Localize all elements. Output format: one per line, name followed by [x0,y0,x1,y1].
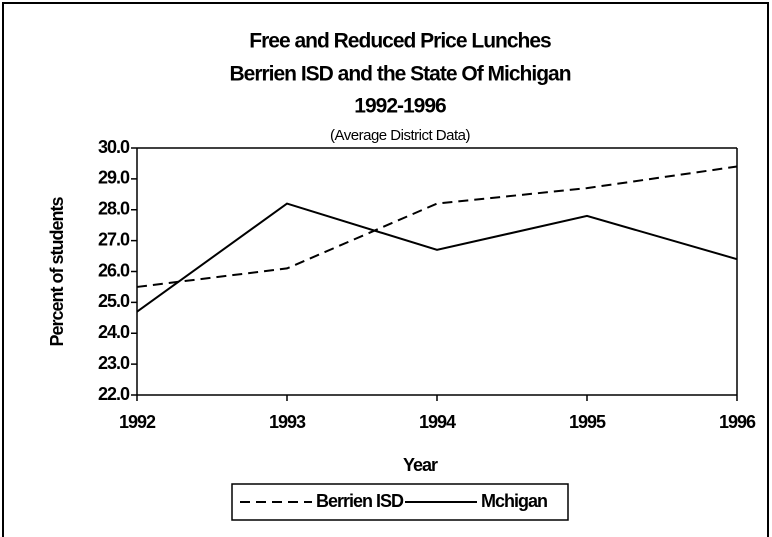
y-tick-label: 30.0 [98,137,130,157]
legend-label: Mchigan [481,491,547,511]
y-tick-label: 23.0 [98,353,130,373]
x-tick-label: 1995 [569,412,606,432]
x-tick-label: 1996 [719,412,756,432]
y-tick-label: 25.0 [98,291,130,311]
x-tick-label: 1992 [119,412,156,432]
chart-title: 1992-1996 [354,95,446,118]
x-tick-label: 1994 [419,412,456,432]
y-tick-label: 26.0 [98,260,130,280]
chart-title: Berrien ISD and the State Of Michigan [229,63,570,86]
chart-title: Free and Reduced Price Lunches [249,30,551,53]
x-axis-label: Year [403,455,438,475]
series-line [136,202,738,313]
legend-label: Berrien ISD [316,491,404,511]
y-tick-label: 22.0 [98,384,130,404]
y-tick-label: 28.0 [98,199,130,219]
y-axis-label: Percent of students [47,196,67,346]
chart-subtitle: (Average District Data) [330,127,470,144]
y-tick-label: 24.0 [98,322,130,342]
y-tick-label: 27.0 [98,229,130,249]
legend-box [231,483,569,521]
y-tick-label: 29.0 [98,168,130,188]
x-tick-label: 1993 [269,412,306,432]
series-line [136,165,738,288]
